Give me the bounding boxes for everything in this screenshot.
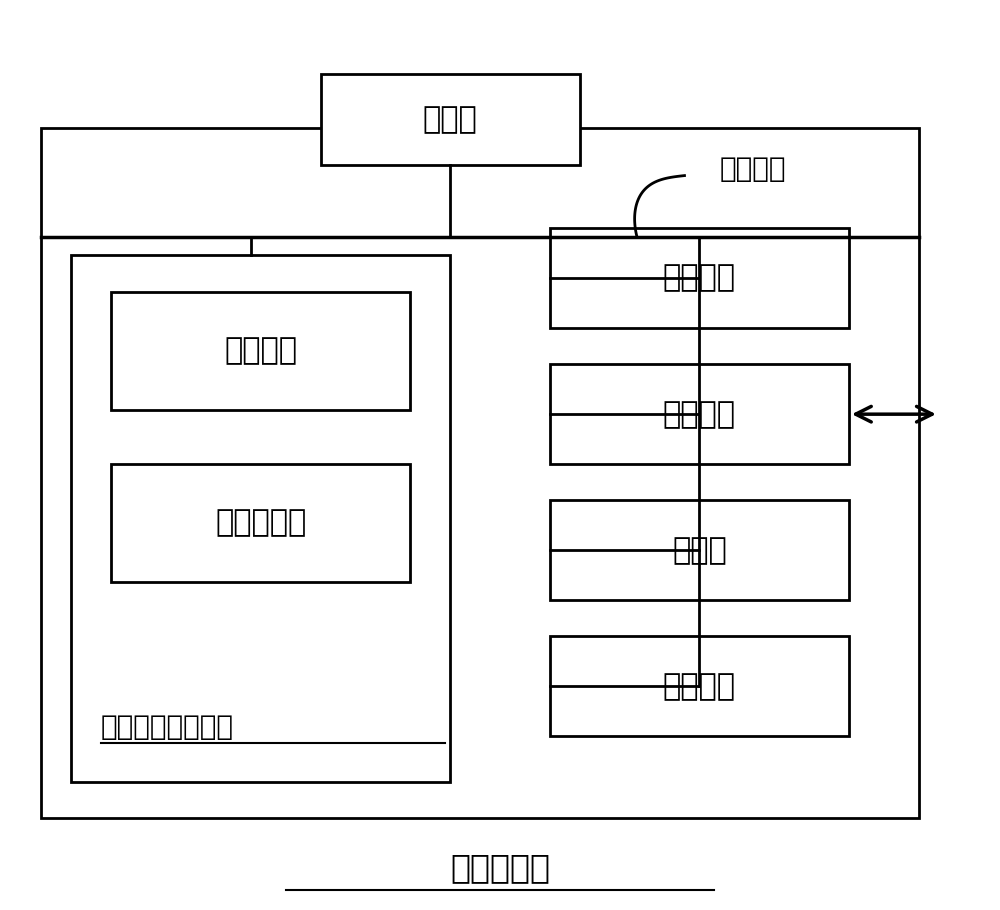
Text: 网络接口: 网络接口	[663, 399, 736, 429]
FancyBboxPatch shape	[320, 74, 580, 165]
FancyBboxPatch shape	[550, 364, 849, 464]
Text: 输入装置: 输入装置	[663, 672, 736, 701]
Text: 计算机程序: 计算机程序	[215, 509, 306, 538]
Text: 显示屏: 显示屏	[672, 536, 727, 565]
Text: 内存储器: 内存储器	[663, 264, 736, 293]
FancyBboxPatch shape	[71, 256, 450, 782]
Text: 处理器: 处理器	[423, 105, 478, 134]
Text: 操作系统: 操作系统	[224, 336, 297, 365]
Text: 计算机设备: 计算机设备	[450, 851, 550, 885]
Text: 非易失性存储介质: 非易失性存储介质	[101, 713, 234, 741]
FancyBboxPatch shape	[550, 636, 849, 736]
FancyBboxPatch shape	[550, 501, 849, 601]
Text: 系统总线: 系统总线	[719, 156, 786, 183]
FancyBboxPatch shape	[41, 128, 919, 818]
FancyBboxPatch shape	[111, 292, 410, 410]
FancyBboxPatch shape	[111, 464, 410, 582]
FancyBboxPatch shape	[550, 228, 849, 328]
